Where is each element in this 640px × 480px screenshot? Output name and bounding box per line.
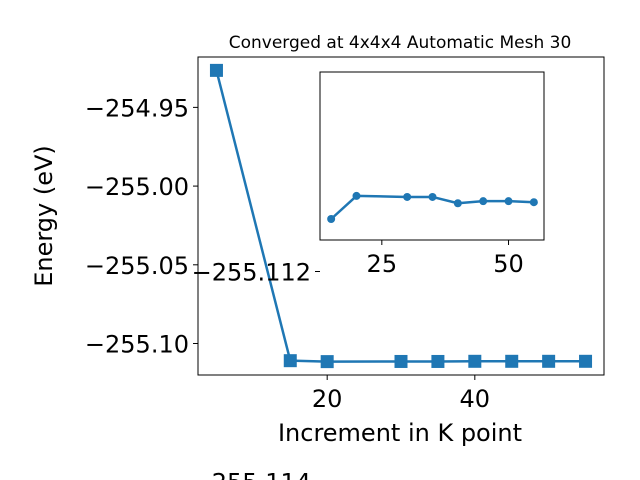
data-point-marker [352,191,361,200]
data-point-marker [529,198,538,207]
y-tick-label: −255.112 [192,259,311,287]
data-point-marker [403,192,412,201]
data-point-marker [505,354,519,368]
y-tick-label: −255.00 [85,173,189,201]
inset-plot-area: −255.114 −255.112 25 50 [192,71,545,480]
data-point-marker [453,199,462,208]
x-tick-label: 25 [367,250,398,278]
main-y-ticks: −254.95 −255.00 −255.05 −255.10 [85,94,198,359]
data-point-marker [542,354,556,368]
y-tick-label: −254.95 [85,94,189,122]
y-axis-label: Energy (eV) [30,145,58,287]
y-tick-label: −255.10 [85,331,189,359]
inset-y-ticks: −255.114 −255.112 [192,259,320,480]
data-point-marker [468,354,482,368]
data-point-marker [327,215,336,223]
x-tick-label: 40 [460,385,491,413]
data-point-marker [320,355,334,369]
y-tick-label: −255.05 [85,252,189,280]
data-point-marker [431,354,445,368]
chart-title: Converged at 4x4x4 Automatic Mesh 30 [229,33,572,53]
main-series [209,63,593,369]
data-point-marker [504,197,513,206]
y-tick-label: −255.114 [192,469,311,480]
data-point-marker [394,354,408,368]
x-tick-label: 20 [312,385,343,413]
series-line [330,194,534,220]
main-plot-frame [197,56,605,376]
data-point-marker [579,354,593,368]
inset-series [327,191,538,223]
x-axis-label: Increment in K point [278,419,522,447]
inset-plot-frame [319,71,545,241]
main-x-ticks: 20 40 [312,375,490,413]
data-point-marker [428,192,437,201]
data-point-marker [283,354,297,368]
inset-plot-background [320,72,544,240]
data-point-marker [479,197,488,206]
data-point-marker [209,63,223,77]
x-tick-label: 50 [493,250,524,278]
inset-x-ticks: 25 50 [367,240,524,278]
